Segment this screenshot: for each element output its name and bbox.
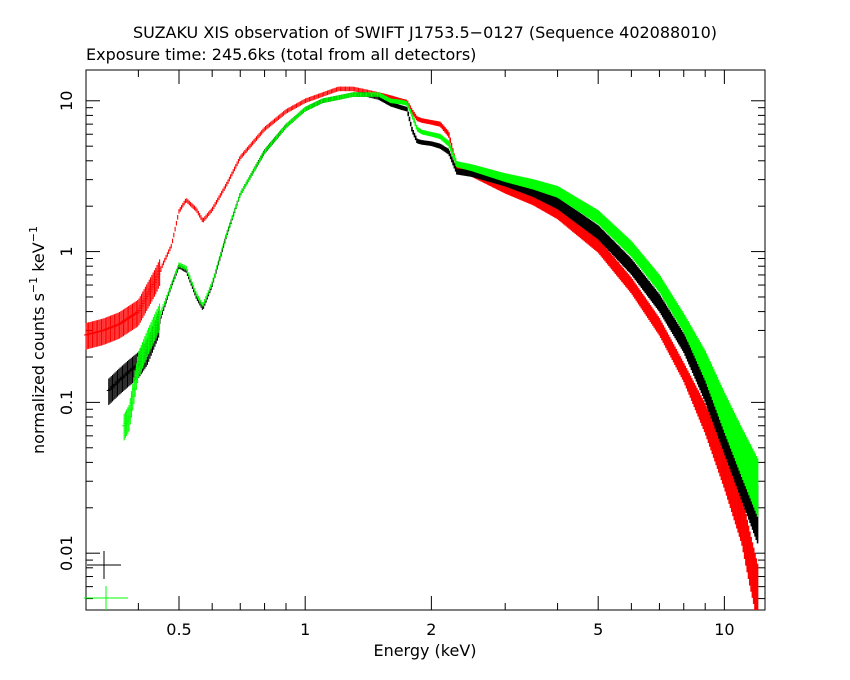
x-axis-label: Energy (keV) [373, 641, 476, 660]
x-axis: 0.5 1 2 5 10 [85, 70, 735, 639]
y-axis-label: normalized counts s−1 keV−1 [27, 226, 48, 454]
data-series [84, 86, 759, 610]
x-tick-label: 1 [300, 620, 310, 639]
y-tick-label: 0.1 [57, 390, 76, 415]
y-tick-label: 0.01 [57, 535, 76, 571]
y-tick-label: 1 [57, 246, 76, 256]
y-axis-label-main: normalized counts s [29, 293, 48, 454]
y-axis: 0.01 0.1 1 10 [57, 91, 765, 600]
x-tick-label: 10 [714, 620, 734, 639]
y-tick-label: 10 [57, 91, 76, 111]
x-tick-label: 2 [426, 620, 436, 639]
y-axis-label-sup2: −1 [27, 226, 40, 242]
series-3 [122, 92, 759, 517]
x-tick-label: 5 [593, 620, 603, 639]
series-1 [84, 86, 759, 610]
y-axis-label-mid: keV [29, 242, 48, 277]
x-tick-label: 0.5 [166, 620, 191, 639]
series-2 [106, 92, 759, 544]
legend [84, 551, 128, 610]
y-axis-label-sup1: −1 [27, 277, 40, 293]
chart-subtitle: Exposure time: 245.6ks (total from all d… [86, 45, 476, 64]
chart-title: SUZAKU XIS observation of SWIFT J1753.5−… [133, 23, 717, 42]
